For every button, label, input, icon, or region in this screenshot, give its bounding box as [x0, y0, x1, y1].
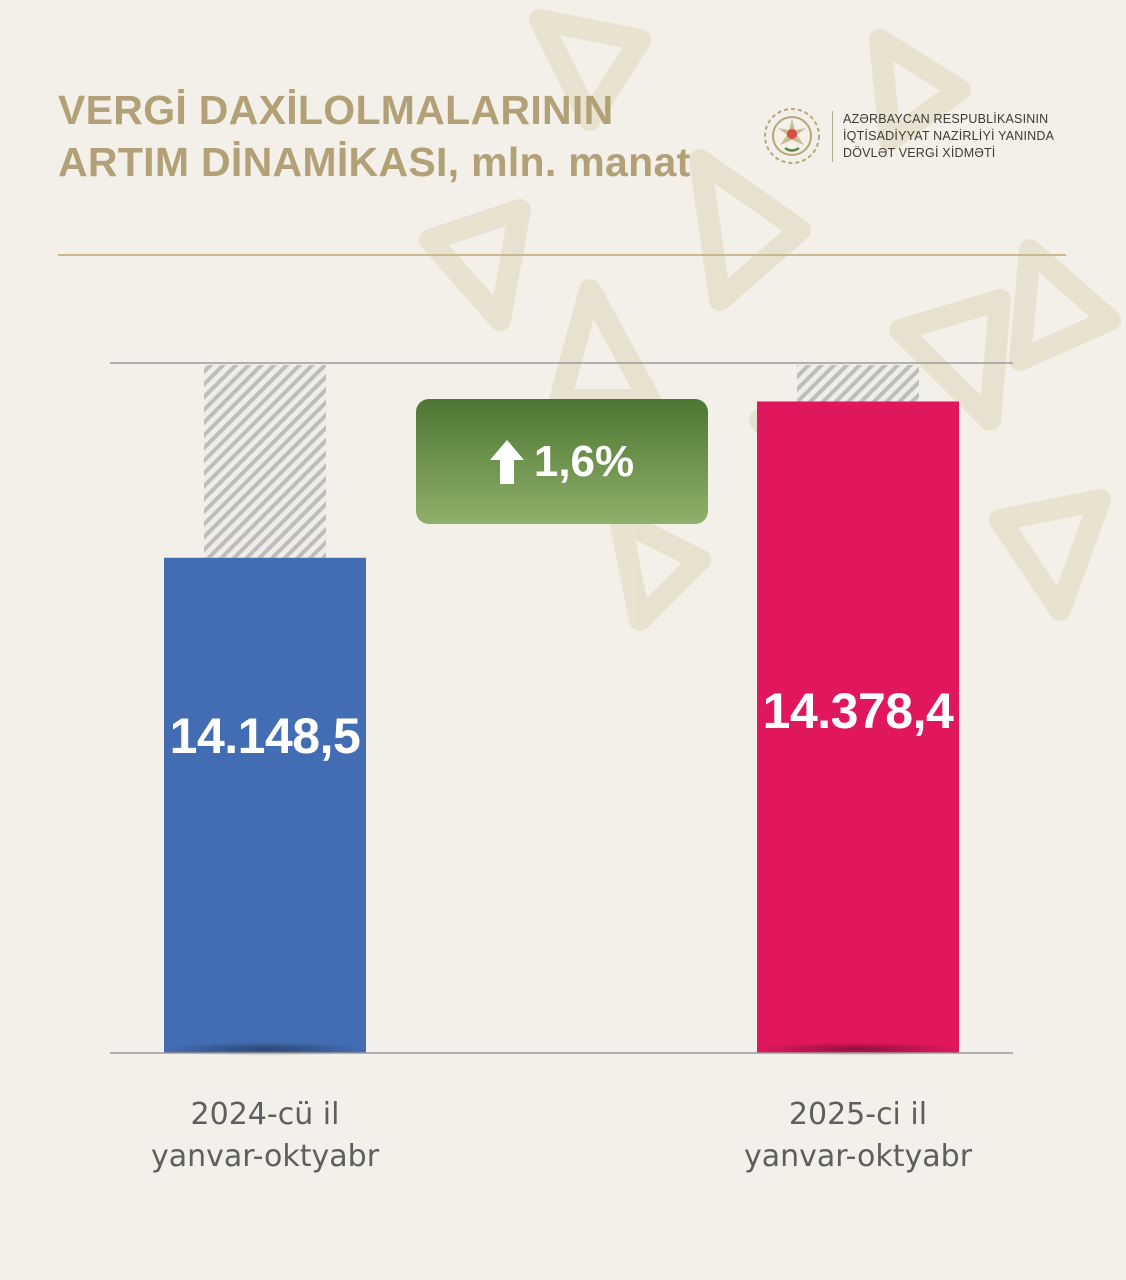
title-line-1: VERGİ DAXİLOLMALARININ: [58, 87, 614, 133]
bar-2: [757, 401, 959, 1054]
growth-badge: 1,6%: [416, 399, 708, 524]
state-emblem-icon: [764, 108, 820, 164]
bar-remainder-hatch: [204, 365, 326, 558]
bar-remainder-hatch: [797, 365, 919, 402]
bar-value-label: 14.148,5: [169, 708, 361, 764]
organization-name: AZƏRBAYCAN RESPUBLİKASININ İQTİSADİYYAT …: [832, 110, 1055, 162]
organization-line-1: AZƏRBAYCAN RESPUBLİKASININ: [843, 111, 1049, 126]
organization-line-2: İQTİSADİYYAT NAZİRLİYİ YANINDA: [843, 128, 1055, 143]
category-label-line-1: 2025-ci il: [788, 1097, 928, 1132]
arrow-up-icon: [489, 439, 524, 484]
category-label: 2025-ci il yanvar-oktyabr: [688, 1094, 1028, 1178]
bar-value-label: 14.378,4: [762, 683, 954, 739]
title-line-2: ARTIM DİNAMİKASI, mln. manat: [58, 139, 691, 185]
growth-percentage: 1,6%: [533, 436, 635, 486]
page-title: VERGİ DAXİLOLMALARININ ARTIM DİNAMİKASI,…: [58, 84, 691, 188]
category-label-line-2: yanvar-oktyabr: [150, 1139, 380, 1174]
bar-shadow: [164, 1042, 366, 1056]
category-label: 2024-cü il yanvar-oktyabr: [95, 1094, 435, 1178]
organization-line-3: DÖVLƏT VERGİ XİDMƏTİ: [843, 145, 996, 160]
bar-1: [164, 557, 366, 1053]
category-label-line-1: 2024-cü il: [190, 1097, 340, 1132]
bar-shadow: [757, 1042, 959, 1056]
category-label-line-2: yanvar-oktyabr: [743, 1139, 973, 1174]
organization-block: AZƏRBAYCAN RESPUBLİKASININ İQTİSADİYYAT …: [760, 104, 1054, 168]
